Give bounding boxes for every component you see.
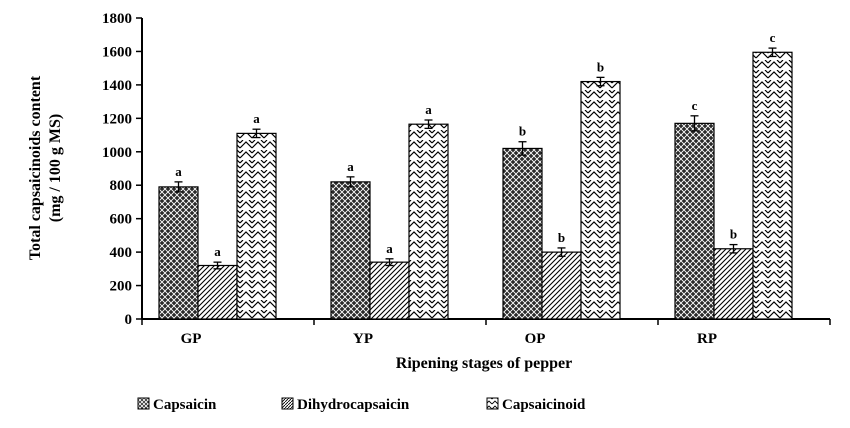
y-tick-label: 1000 <box>102 145 132 161</box>
legend: Capsaicin Dihydrocapsaicin Capsaicinoid <box>137 397 586 413</box>
bar-capsaicinoid-gp <box>236 132 277 320</box>
plot-area: 0 200 400 600 800 1000 1200 1400 1600 1800 GP a a a YP… <box>102 11 831 347</box>
legend-swatch-capsaicinoid <box>486 397 499 410</box>
x-tick-label: RP <box>697 331 717 347</box>
x-tick-label: YP <box>353 331 373 347</box>
significance-letter: a <box>175 164 182 179</box>
legend-label-dihydrocapsaicin: Dihydrocapsaicin <box>297 397 410 413</box>
legend-swatch-capsaicin <box>137 397 150 410</box>
bar-dihydrocapsaicin-yp <box>369 261 410 320</box>
significance-letter: c <box>770 30 776 45</box>
significance-letter: b <box>597 59 604 74</box>
legend-label-capsaicin: Capsaicin <box>153 397 217 413</box>
y-tick-label: 600 <box>110 212 133 228</box>
y-tick-label: 200 <box>110 279 133 295</box>
bar-capsaicinoid-op <box>580 80 621 320</box>
y-tick-label: 800 <box>110 178 133 194</box>
significance-letter: a <box>347 159 354 174</box>
y-axis-title-line1: Total capsaicinoids content <box>27 75 44 260</box>
y-tick-label: 1400 <box>102 78 132 94</box>
significance-letter: a <box>425 102 432 117</box>
bar-capsaicin-yp <box>330 181 371 320</box>
significance-letter: b <box>730 227 737 242</box>
y-tick-label: 400 <box>110 245 133 261</box>
significance-letter: b <box>558 230 565 245</box>
bar-capsaicin-gp <box>158 186 199 320</box>
legend-swatch-dihydrocapsaicin <box>281 397 294 410</box>
y-tick-label: 1200 <box>102 111 132 127</box>
x-tick-label: OP <box>525 331 546 347</box>
significance-letter: a <box>214 244 221 259</box>
significance-letter: c <box>692 98 698 113</box>
significance-letter: a <box>386 241 393 256</box>
y-axis-title: Total capsaicinoids content (mg / 100 g … <box>27 75 64 260</box>
x-axis-title: Ripening stages of pepper <box>396 355 572 372</box>
significance-letter: b <box>519 124 526 139</box>
significance-letter: a <box>253 111 260 126</box>
legend-label-capsaicinoid: Capsaicinoid <box>502 397 586 413</box>
y-tick-label: 0 <box>125 312 133 328</box>
bar-capsaicin-op <box>502 147 543 320</box>
bar-capsaicinoid-rp <box>752 51 793 320</box>
bar-dihydrocapsaicin-op <box>541 251 582 320</box>
y-axis-title-line2: (mg / 100 g MS) <box>47 114 64 222</box>
y-tick-label: 1600 <box>102 44 132 60</box>
bar-dihydrocapsaicin-rp <box>713 248 754 320</box>
y-tick-label: 1800 <box>102 11 132 27</box>
x-tick-label: GP <box>181 331 202 347</box>
bar-dihydrocapsaicin-gp <box>197 264 238 320</box>
bar-capsaicinoid-yp <box>408 123 449 320</box>
bar-capsaicin-rp <box>674 122 715 320</box>
